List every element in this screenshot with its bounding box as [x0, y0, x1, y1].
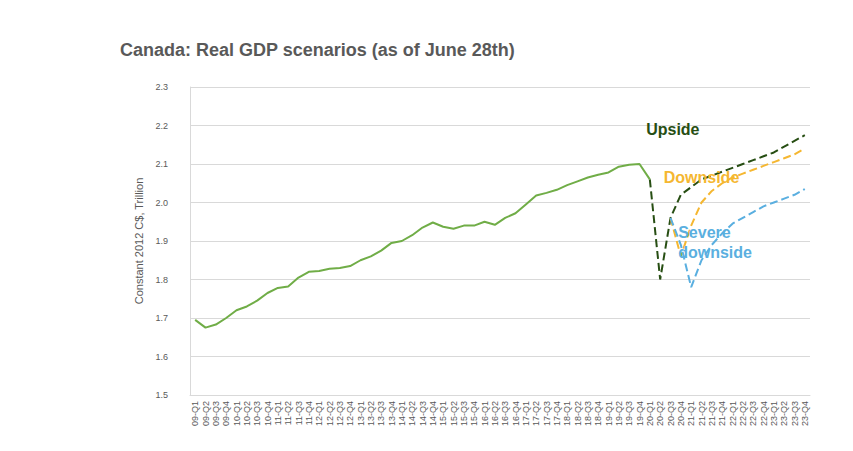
svg-text:19-Q1: 19-Q1: [604, 401, 614, 426]
svg-text:13-Q1: 13-Q1: [356, 401, 366, 426]
svg-text:17-Q2: 17-Q2: [531, 401, 541, 426]
svg-text:14-Q1: 14-Q1: [397, 401, 407, 426]
svg-text:19-Q4: 19-Q4: [635, 401, 645, 426]
svg-text:18-Q3: 18-Q3: [583, 401, 593, 426]
svg-text:11-Q1: 11-Q1: [273, 401, 283, 425]
svg-text:1.8: 1.8: [155, 275, 168, 285]
svg-text:Downside: Downside: [664, 169, 740, 186]
svg-text:13-Q3: 13-Q3: [376, 401, 386, 426]
svg-text:16-Q3: 16-Q3: [500, 401, 510, 426]
svg-text:18-Q4: 18-Q4: [593, 401, 603, 426]
svg-text:11-Q2: 11-Q2: [283, 401, 293, 425]
svg-text:13-Q4: 13-Q4: [387, 401, 397, 426]
svg-text:2.1: 2.1: [155, 159, 168, 169]
svg-text:23-Q2: 23-Q2: [779, 401, 789, 426]
svg-text:10-Q2: 10-Q2: [242, 401, 252, 426]
svg-text:19-Q2: 19-Q2: [614, 401, 624, 426]
svg-text:11-Q3: 11-Q3: [294, 401, 304, 425]
svg-text:23-Q3: 23-Q3: [790, 401, 800, 426]
svg-text:20-Q4: 20-Q4: [676, 401, 686, 426]
svg-text:15-Q2: 15-Q2: [449, 401, 459, 426]
svg-text:10-Q4: 10-Q4: [263, 401, 273, 426]
svg-text:14-Q2: 14-Q2: [407, 401, 417, 426]
svg-text:19-Q3: 19-Q3: [624, 401, 634, 426]
svg-text:20-Q3: 20-Q3: [666, 401, 676, 426]
svg-text:downside: downside: [678, 244, 752, 261]
svg-text:09-Q4: 09-Q4: [221, 401, 231, 426]
svg-text:10-Q3: 10-Q3: [252, 401, 262, 426]
svg-text:21-Q4: 21-Q4: [717, 401, 727, 426]
svg-text:2.3: 2.3: [155, 82, 168, 92]
svg-text:13-Q2: 13-Q2: [366, 401, 376, 426]
svg-text:10-Q1: 10-Q1: [232, 401, 242, 426]
svg-text:21-Q1: 21-Q1: [686, 401, 696, 426]
svg-text:2.0: 2.0: [155, 198, 168, 208]
svg-text:22-Q3: 22-Q3: [748, 401, 758, 426]
svg-text:2.2: 2.2: [155, 121, 168, 131]
svg-text:18-Q2: 18-Q2: [573, 401, 583, 426]
svg-text:1.6: 1.6: [155, 352, 168, 362]
svg-text:Canada: Real GDP scenarios (as: Canada: Real GDP scenarios (as of June 2…: [120, 40, 515, 60]
svg-text:09-Q1: 09-Q1: [190, 401, 200, 426]
svg-text:16-Q4: 16-Q4: [511, 401, 521, 426]
svg-text:23-Q4: 23-Q4: [800, 401, 810, 426]
svg-text:20-Q2: 20-Q2: [655, 401, 665, 426]
svg-text:17-Q4: 17-Q4: [552, 401, 562, 426]
svg-text:17-Q1: 17-Q1: [521, 401, 531, 426]
svg-text:17-Q3: 17-Q3: [542, 401, 552, 426]
svg-text:20-Q1: 20-Q1: [645, 401, 655, 426]
svg-text:09-Q3: 09-Q3: [211, 401, 221, 426]
svg-text:Upside: Upside: [646, 121, 699, 138]
svg-text:14-Q4: 14-Q4: [428, 401, 438, 426]
svg-text:22-Q1: 22-Q1: [728, 401, 738, 426]
svg-text:12-Q3: 12-Q3: [335, 401, 345, 426]
svg-text:1.7: 1.7: [155, 313, 168, 323]
svg-text:15-Q4: 15-Q4: [469, 401, 479, 426]
svg-text:21-Q2: 21-Q2: [697, 401, 707, 426]
svg-text:16-Q1: 16-Q1: [480, 401, 490, 426]
svg-text:11-Q4: 11-Q4: [304, 401, 314, 425]
svg-text:1.5: 1.5: [155, 390, 168, 400]
svg-text:23-Q1: 23-Q1: [769, 401, 779, 426]
svg-text:22-Q4: 22-Q4: [759, 401, 769, 426]
svg-text:14-Q3: 14-Q3: [418, 401, 428, 426]
svg-text:12-Q1: 12-Q1: [314, 401, 324, 426]
svg-text:Severe: Severe: [678, 224, 735, 241]
svg-text:22-Q2: 22-Q2: [738, 401, 748, 426]
svg-text:18-Q1: 18-Q1: [562, 401, 572, 426]
svg-text:15-Q3: 15-Q3: [459, 401, 469, 426]
svg-text:09-Q2: 09-Q2: [201, 401, 211, 426]
svg-text:21-Q3: 21-Q3: [707, 401, 717, 426]
svg-text:15-Q1: 15-Q1: [438, 401, 448, 426]
svg-text:12-Q4: 12-Q4: [345, 401, 355, 426]
svg-text:16-Q2: 16-Q2: [490, 401, 500, 426]
svg-text:1.9: 1.9: [155, 236, 168, 246]
svg-text:Constant 2012 C$, Trillion: Constant 2012 C$, Trillion: [133, 178, 145, 305]
svg-text:12-Q2: 12-Q2: [325, 401, 335, 426]
